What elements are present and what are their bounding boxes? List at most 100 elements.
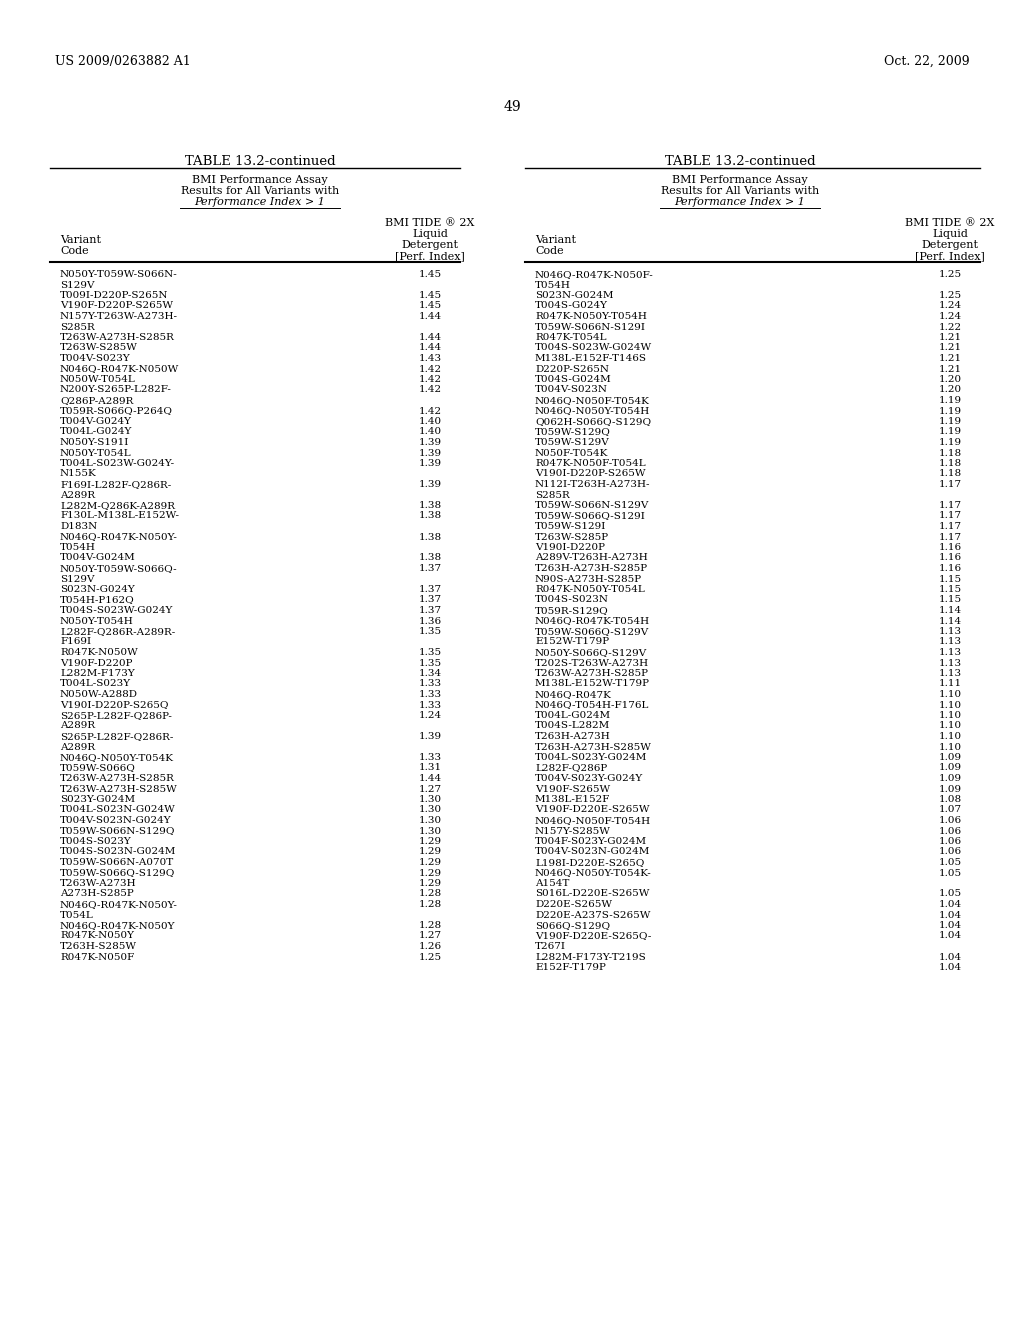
Text: [Perf. Index]: [Perf. Index] [915, 251, 985, 261]
Text: 1.35: 1.35 [419, 659, 441, 668]
Text: 1.42: 1.42 [419, 385, 441, 395]
Text: N046Q-R047K-N050Y-: N046Q-R047K-N050Y- [60, 532, 178, 541]
Text: L282M-Q286K-A289R: L282M-Q286K-A289R [60, 502, 175, 510]
Text: 1.11: 1.11 [938, 680, 962, 689]
Text: 1.44: 1.44 [419, 333, 441, 342]
Text: 1.22: 1.22 [938, 322, 962, 331]
Text: T263H-A273H: T263H-A273H [535, 733, 610, 741]
Text: N046Q-T054H-F176L: N046Q-T054H-F176L [535, 701, 649, 710]
Text: S265P-L282F-Q286R-: S265P-L282F-Q286R- [60, 733, 173, 741]
Text: 1.04: 1.04 [938, 953, 962, 961]
Text: R047K-N050Y: R047K-N050Y [60, 932, 134, 940]
Text: 1.35: 1.35 [419, 648, 441, 657]
Text: N046Q-R047K-N050Y-: N046Q-R047K-N050Y- [60, 900, 178, 909]
Text: T004L-G024M: T004L-G024M [535, 711, 611, 719]
Text: Q286P-A289R: Q286P-A289R [60, 396, 133, 405]
Text: 1.20: 1.20 [938, 375, 962, 384]
Text: 1.04: 1.04 [938, 964, 962, 972]
Text: 1.30: 1.30 [419, 805, 441, 814]
Text: N200Y-S265P-L282F-: N200Y-S265P-L282F- [60, 385, 172, 395]
Text: 1.14: 1.14 [938, 616, 962, 626]
Text: 1.13: 1.13 [938, 659, 962, 668]
Text: 1.44: 1.44 [419, 312, 441, 321]
Text: 1.04: 1.04 [938, 900, 962, 909]
Text: T263H-A273H-S285P: T263H-A273H-S285P [535, 564, 648, 573]
Text: 1.17: 1.17 [938, 511, 962, 520]
Text: F169I: F169I [60, 638, 91, 647]
Text: 1.10: 1.10 [938, 711, 962, 719]
Text: T004S-G024M: T004S-G024M [535, 375, 611, 384]
Text: V190I-D220P: V190I-D220P [535, 543, 605, 552]
Text: A154T: A154T [535, 879, 569, 888]
Text: N050Y-S191I: N050Y-S191I [60, 438, 129, 447]
Text: 1.44: 1.44 [419, 343, 441, 352]
Text: A289R: A289R [60, 491, 95, 499]
Text: A273H-S285P: A273H-S285P [60, 890, 134, 899]
Text: 1.29: 1.29 [419, 869, 441, 878]
Text: 1.28: 1.28 [419, 900, 441, 909]
Text: 1.09: 1.09 [938, 763, 962, 772]
Text: 1.39: 1.39 [419, 733, 441, 741]
Text: Liquid: Liquid [412, 228, 447, 239]
Text: T004S-S023Y: T004S-S023Y [60, 837, 132, 846]
Text: 1.15: 1.15 [938, 574, 962, 583]
Text: 1.13: 1.13 [938, 669, 962, 678]
Text: N046Q-R047K-N050W: N046Q-R047K-N050W [60, 364, 179, 374]
Text: M138L-E152F-T146S: M138L-E152F-T146S [535, 354, 647, 363]
Text: Results for All Variants with: Results for All Variants with [181, 186, 339, 195]
Text: N157Y-T263W-A273H-: N157Y-T263W-A273H- [60, 312, 178, 321]
Text: T004L-S023W-G024Y-: T004L-S023W-G024Y- [60, 459, 175, 469]
Text: N050Y-T059W-S066Q-: N050Y-T059W-S066Q- [60, 564, 177, 573]
Text: S066Q-S129Q: S066Q-S129Q [535, 921, 610, 931]
Text: 1.07: 1.07 [938, 805, 962, 814]
Text: D220E-S265W: D220E-S265W [535, 900, 612, 909]
Text: S285R: S285R [535, 491, 569, 499]
Text: 1.09: 1.09 [938, 752, 962, 762]
Text: T059W-S129Q: T059W-S129Q [535, 428, 611, 437]
Text: N046Q-R047K: N046Q-R047K [535, 690, 612, 700]
Text: S129V: S129V [60, 574, 94, 583]
Text: T004L-G024Y: T004L-G024Y [60, 428, 132, 437]
Text: BMI Performance Assay: BMI Performance Assay [193, 176, 328, 185]
Text: N046Q-N050Y-T054K: N046Q-N050Y-T054K [60, 752, 174, 762]
Text: 1.18: 1.18 [938, 449, 962, 458]
Text: T202S-T263W-A273H: T202S-T263W-A273H [535, 659, 649, 668]
Text: 1.25: 1.25 [938, 290, 962, 300]
Text: T059W-S066N-A070T: T059W-S066N-A070T [60, 858, 174, 867]
Text: 1.19: 1.19 [938, 396, 962, 405]
Text: V190I-D220P-S265W: V190I-D220P-S265W [535, 470, 645, 479]
Text: 1.17: 1.17 [938, 502, 962, 510]
Text: N046Q-R047K-N050Y: N046Q-R047K-N050Y [60, 921, 175, 931]
Text: 1.18: 1.18 [938, 470, 962, 479]
Text: 1.18: 1.18 [938, 459, 962, 469]
Text: V190F-D220E-S265W: V190F-D220E-S265W [535, 805, 649, 814]
Text: T263H-S285W: T263H-S285W [60, 942, 137, 950]
Text: 1.10: 1.10 [938, 742, 962, 751]
Text: T263W-A273H-S285R: T263W-A273H-S285R [60, 333, 175, 342]
Text: 1.33: 1.33 [419, 752, 441, 762]
Text: 1.42: 1.42 [419, 375, 441, 384]
Text: T059W-S066N-S129Q: T059W-S066N-S129Q [60, 826, 175, 836]
Text: 1.30: 1.30 [419, 826, 441, 836]
Text: 1.33: 1.33 [419, 690, 441, 700]
Text: 1.13: 1.13 [938, 627, 962, 636]
Text: S129V: S129V [60, 281, 94, 289]
Text: E152F-T179P: E152F-T179P [535, 964, 606, 972]
Text: N046Q-N050F-T054K: N046Q-N050F-T054K [535, 396, 650, 405]
Text: S023Y-G024M: S023Y-G024M [60, 795, 135, 804]
Text: 1.33: 1.33 [419, 701, 441, 710]
Text: T263W-A273H-S285P: T263W-A273H-S285P [535, 669, 649, 678]
Text: 1.15: 1.15 [938, 585, 962, 594]
Text: N112I-T263H-A273H-: N112I-T263H-A273H- [535, 480, 650, 488]
Text: 1.19: 1.19 [938, 407, 962, 416]
Text: 1.10: 1.10 [938, 690, 962, 700]
Text: T004V-S023Y: T004V-S023Y [60, 354, 131, 363]
Text: V190F-D220E-S265Q-: V190F-D220E-S265Q- [535, 932, 651, 940]
Text: N050Y-T059W-S066N-: N050Y-T059W-S066N- [60, 271, 178, 279]
Text: Performance Index > 1: Performance Index > 1 [195, 197, 326, 207]
Text: N046Q-N050Y-T054H: N046Q-N050Y-T054H [535, 407, 650, 416]
Text: 1.19: 1.19 [938, 417, 962, 426]
Text: D220E-A237S-S265W: D220E-A237S-S265W [535, 911, 650, 920]
Text: 1.34: 1.34 [419, 669, 441, 678]
Text: D183N: D183N [60, 521, 97, 531]
